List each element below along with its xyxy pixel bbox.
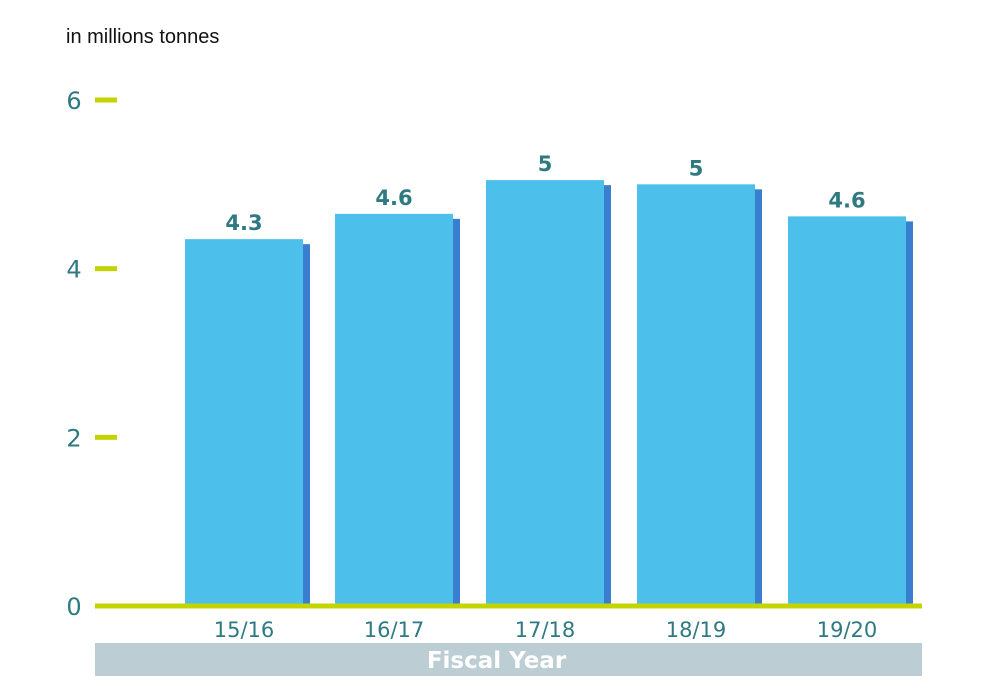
x-tick-label: 18/19 [666,618,727,642]
data-label: 4.3 [225,211,262,235]
bar-shadow [303,244,310,606]
bar-shadow [604,185,611,606]
bar [637,184,755,607]
bar-shadow [453,218,460,606]
x-tick-label: 15/16 [214,618,275,642]
y-tick-label: 6 [66,87,81,115]
y-tick-label: 0 [66,593,81,621]
data-label: 4.6 [828,188,865,212]
y-tick-label: 2 [66,424,81,452]
bar [335,213,453,606]
x-tick-label: 19/20 [817,618,878,642]
y-tick-mark [95,434,117,440]
bar [185,239,303,606]
x-axis-title-band [95,643,922,676]
data-label: 4.6 [375,186,412,210]
bar [486,180,604,606]
x-tick-label: 16/17 [364,618,425,642]
unit-label: in millions tonnes [66,26,220,48]
data-label: 5 [538,152,553,176]
bar [788,216,906,606]
x-axis-title: Fiscal Year [427,648,567,674]
data-label: 5 [689,156,704,180]
x-tick-label: 17/18 [515,618,576,642]
y-tick-mark [95,266,117,272]
y-tick-label: 4 [66,256,81,284]
bar-shadow [755,189,762,607]
x-axis-line [95,603,922,609]
bar-shadow [906,221,913,606]
y-tick-mark [95,97,117,103]
